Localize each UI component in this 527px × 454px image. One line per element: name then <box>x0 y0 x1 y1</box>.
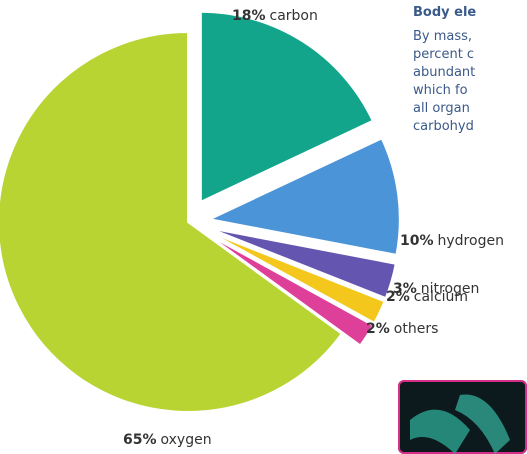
pie-slice <box>208 227 397 300</box>
pie-slice <box>205 232 375 347</box>
pie-slice <box>199 10 375 204</box>
pie <box>0 10 401 413</box>
slice-value: 65% <box>123 432 157 448</box>
slice-value: 3% <box>393 281 417 297</box>
slice-name: hydrogen <box>438 233 504 249</box>
slice-label: 65% oxygen <box>123 432 212 448</box>
slice-name: nitrogen <box>421 281 480 297</box>
sidebar-title: Body ele <box>413 5 476 20</box>
slice-label: 2% others <box>366 321 438 337</box>
pie-slice <box>207 230 386 325</box>
slice-label: 18% carbon <box>232 8 318 24</box>
slice-label: 10% hydrogen <box>400 233 504 249</box>
slice-value: 2% <box>386 289 410 305</box>
sidebar-line: percent c <box>413 47 474 62</box>
slice-label: 3% nitrogen <box>393 281 479 297</box>
slice-name: oxygen <box>161 432 212 448</box>
sidebar-text: By mass, percent c abundant which fo all org… <box>413 29 475 134</box>
slice-value: 2% <box>366 321 390 337</box>
pie-slice <box>0 30 344 413</box>
sidebar-line: all organ <box>413 101 470 116</box>
slice-value: 18% <box>232 8 266 24</box>
slice-name: carbon <box>270 8 318 24</box>
photo <box>398 380 527 454</box>
slice-name: calcium <box>414 289 468 305</box>
slice-name: others <box>394 321 439 337</box>
sidebar-line: By mass, <box>413 29 472 44</box>
sidebar-line: carbohyd <box>413 119 474 134</box>
sidebar-line: which fo <box>413 83 468 98</box>
slice-value: 10% <box>400 233 434 249</box>
sidebar-line: abundant <box>413 65 475 80</box>
pie-slice <box>206 137 401 257</box>
slice-label: 2% calcium <box>386 289 468 305</box>
